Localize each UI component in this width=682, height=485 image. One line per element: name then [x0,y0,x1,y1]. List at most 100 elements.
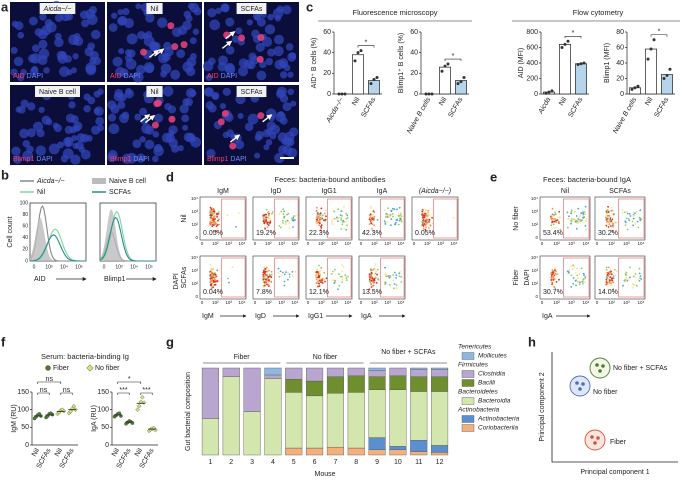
x-tick-label: 10² [608,241,615,246]
stain-label: DAPI [124,73,140,80]
data-point [430,92,434,96]
event [278,275,281,278]
data-point [353,59,357,63]
nucleus [217,62,227,72]
event [284,223,287,226]
event [373,217,376,220]
nucleus [28,16,38,26]
x-tick-label: 10² [553,300,560,305]
x-tick-label: Nil [111,447,121,458]
nucleus [254,14,262,22]
stain-label: DAPI [221,73,237,80]
event [392,279,395,282]
event [627,278,630,280]
event [584,213,587,216]
event [340,217,343,219]
y-tick-label: 0 [535,235,538,240]
event [320,227,323,229]
nucleus [32,121,44,132]
event [570,221,573,224]
event [322,214,324,217]
event [287,212,290,215]
nucleus [31,65,39,74]
nucleus [225,17,235,27]
x-tick-label: 10³ [331,241,338,246]
nucleus [73,38,80,45]
event [575,284,577,287]
event [426,215,428,217]
x-tick-label: SCFAs [567,96,584,119]
x-axis-label: IgG1 [308,313,323,320]
nucleus [289,127,299,137]
nucleus [261,36,273,48]
event [391,209,394,212]
event [628,219,631,222]
event [210,287,213,290]
event [550,277,553,280]
nucleus [92,57,102,66]
event [345,212,348,215]
event [285,271,287,273]
nucleus [250,55,260,65]
nucleus [222,87,231,96]
legend-label: Actinobacteria [477,416,520,423]
x-tick-label: 10⁴ [638,300,645,305]
event [607,272,610,275]
event [323,271,326,274]
y-tick-label: 80 [22,212,28,218]
event [625,271,628,274]
nucleus [64,55,72,63]
x-tick-label: 1 [208,459,212,466]
nucleus [277,111,285,118]
event [211,212,214,215]
y-axis-label: IgA (RU) [91,405,98,432]
event [611,218,614,221]
event [573,266,575,268]
y-axis-label: Cell count [7,216,14,247]
event [268,273,271,276]
x-tick-label: 10² [553,241,560,246]
x-tick-label: Nil [438,96,448,107]
event [398,219,401,222]
data-point [665,73,669,77]
bar-segment [368,449,386,456]
bar [575,63,587,95]
hist-fill [100,208,156,261]
nucleus [282,102,292,112]
event [384,283,386,286]
event [578,273,581,276]
gate [380,198,405,239]
pca-axes [551,352,678,463]
event [577,218,580,220]
data-point [424,92,428,96]
event [612,214,615,217]
nucleus [135,3,142,10]
event [552,276,554,278]
event [400,220,403,223]
data-point [547,90,551,94]
nucleus [72,142,79,149]
x-tick-label: 0 [541,241,544,246]
event [397,223,400,226]
x-tick-label: 10³ [45,264,53,270]
x-tick-label: 10⁴ [60,264,68,270]
row-label: Fiber [513,269,520,286]
event [585,228,587,231]
event [373,219,375,221]
event [372,215,374,218]
event [572,282,575,285]
event [265,266,268,269]
data-point [544,91,548,95]
arrow [225,31,236,40]
event [318,270,321,273]
event [282,271,284,274]
nucleus [219,103,227,110]
x-tick-label: 0 [201,241,204,246]
event [613,268,616,271]
nucleus [287,88,295,96]
legend-marker [86,364,94,372]
bar-segment [243,367,261,412]
y-tick-label: 0 [414,91,418,98]
y-tick-label: 0 [535,294,538,299]
event [393,283,396,285]
